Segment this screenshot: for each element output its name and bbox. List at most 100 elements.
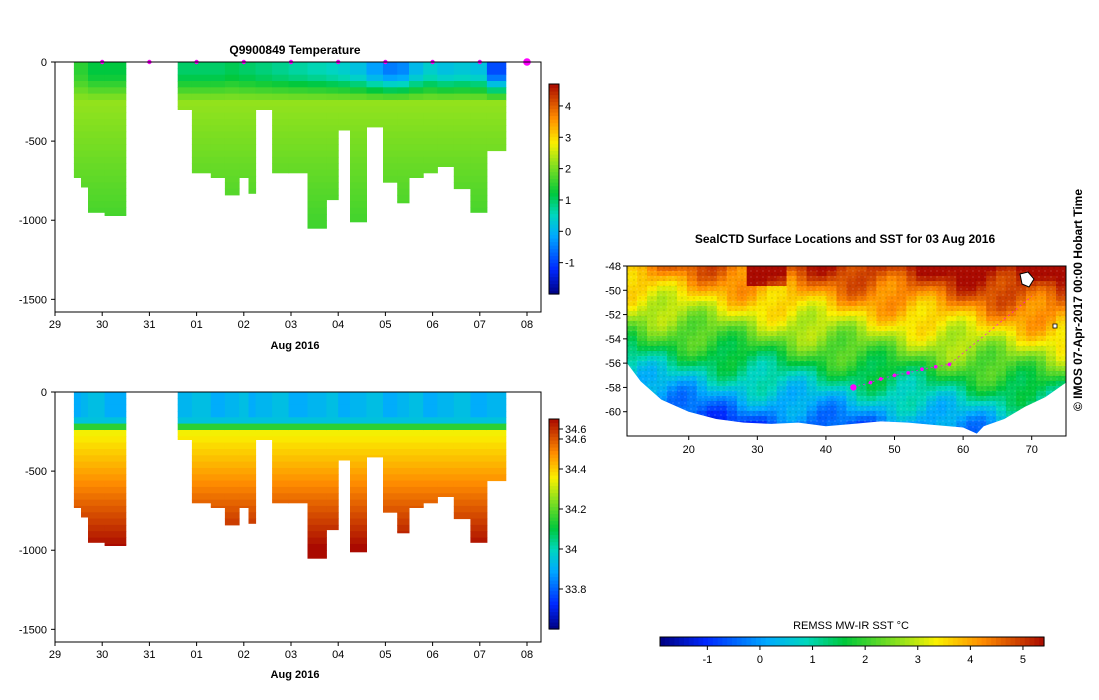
section-cell — [453, 480, 471, 488]
section-cell — [307, 411, 327, 418]
section-cell — [210, 144, 226, 152]
section-cell — [326, 449, 339, 456]
section-cell — [248, 144, 257, 152]
section-cell — [81, 480, 89, 488]
section-cell — [248, 455, 257, 463]
section-cell — [307, 423, 327, 431]
section-cell — [104, 93, 127, 101]
section-cell — [224, 156, 240, 164]
section-cell — [239, 461, 249, 469]
section-cell — [272, 467, 290, 475]
section-cell — [423, 169, 438, 174]
section-cell — [307, 112, 327, 120]
map-x-tick-label: 70 — [1026, 444, 1038, 456]
section-cell — [210, 131, 226, 139]
section-cell — [423, 74, 438, 82]
section-cell — [326, 518, 339, 526]
section-cell — [104, 144, 127, 152]
x-tick-label: 01 — [190, 319, 202, 331]
section-cell — [409, 442, 424, 450]
colorbar-swatch — [549, 105, 559, 110]
section-cell — [350, 480, 367, 488]
section-cell — [272, 100, 290, 107]
colorbar-swatch — [549, 248, 559, 253]
x-tick-label: 03 — [285, 649, 297, 661]
section-cell — [210, 125, 226, 133]
sst-colorbar-swatch — [818, 637, 824, 646]
colorbar-tick-label: 34.2 — [565, 504, 586, 516]
section-cell — [397, 150, 410, 158]
section-cell — [453, 131, 471, 139]
section-cell — [397, 512, 410, 520]
section-cell — [224, 100, 240, 107]
section-cell — [272, 499, 290, 504]
section-cell — [224, 137, 240, 145]
section-cell — [486, 442, 507, 450]
section-cell — [350, 531, 367, 538]
section-cell — [409, 398, 424, 406]
section-cell — [224, 404, 240, 412]
section-cell — [437, 480, 455, 488]
section-cell — [81, 150, 89, 158]
section-cell — [88, 188, 105, 196]
section-cell — [350, 461, 367, 469]
section-cell — [383, 100, 398, 107]
section-cell — [350, 169, 367, 177]
section-cell — [350, 430, 367, 437]
section-cell — [191, 493, 212, 501]
section-cell — [210, 467, 226, 475]
section-cell — [453, 87, 471, 95]
section-cell — [255, 404, 273, 412]
track-point — [906, 371, 910, 375]
section-cell — [81, 398, 89, 406]
track-point — [933, 365, 938, 369]
section-cell — [350, 474, 367, 482]
section-cell — [383, 81, 398, 88]
section-cell — [350, 119, 367, 126]
colorbar-swatch — [549, 150, 559, 155]
section-cell — [177, 68, 193, 76]
track-point — [947, 362, 952, 367]
section-cell — [338, 62, 351, 69]
section-cell — [73, 392, 82, 399]
section-cell — [104, 163, 127, 171]
section-cell — [470, 436, 488, 444]
sst-colorbar-swatch — [823, 637, 829, 646]
section-cell — [239, 486, 249, 494]
colorbar-swatch — [549, 220, 559, 225]
sst-colorbar-swatch — [972, 637, 978, 646]
section-cell — [350, 68, 367, 76]
section-cell — [191, 442, 212, 450]
map-x-tick-label: 40 — [820, 444, 832, 456]
section-cell — [437, 455, 455, 463]
section-cell — [470, 125, 488, 133]
colorbar-swatch — [549, 541, 559, 546]
section-cell — [272, 131, 290, 139]
section-cell — [409, 486, 424, 494]
section-cell — [307, 194, 327, 202]
section-cell — [409, 474, 424, 482]
section-cell — [210, 74, 226, 82]
section-cell — [191, 81, 212, 88]
section-cell — [248, 436, 257, 444]
colorbar-swatch — [549, 492, 559, 497]
sst-colorbar-swatch — [981, 637, 987, 646]
section-cell — [104, 188, 127, 196]
section-cell — [350, 74, 367, 82]
section-cell — [224, 163, 240, 171]
section-cell — [73, 150, 82, 158]
colorbar-swatch — [549, 276, 559, 281]
sst-colorbar-swatch — [760, 637, 767, 646]
section-cell — [453, 474, 471, 482]
colorbar-tick-label: 3 — [565, 132, 571, 144]
x-tick-label: 04 — [332, 319, 344, 331]
section-cell — [350, 150, 367, 158]
section-cell — [470, 486, 488, 494]
section-cell — [486, 398, 507, 406]
section-cell — [423, 480, 438, 488]
section-cell — [350, 467, 367, 475]
section-cell — [73, 467, 82, 475]
x-tick-label: 30 — [96, 319, 108, 331]
section-cell — [88, 467, 105, 475]
section-cell — [73, 423, 82, 431]
